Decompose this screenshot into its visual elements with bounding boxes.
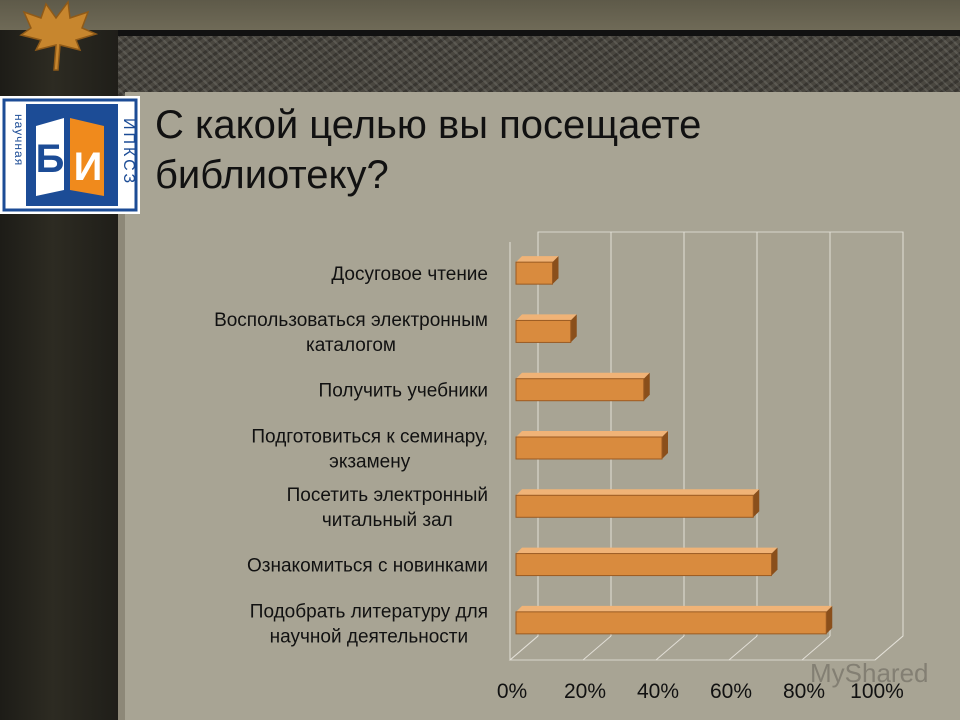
bar-side (753, 489, 760, 518)
x-tick-label: 20% (564, 680, 606, 703)
bar-side (826, 605, 833, 634)
category-label: Досуговое чтение (331, 264, 488, 285)
x-grid-floor (509, 635, 539, 661)
x-tick-label: 80% (783, 680, 825, 703)
x-grid-floor (655, 635, 685, 661)
x-tick-label: 60% (710, 680, 752, 703)
bar-side (552, 256, 559, 285)
top-band (0, 0, 960, 30)
bar (515, 553, 772, 577)
maple-leaf-icon (19, 0, 99, 71)
bar-side (662, 431, 668, 459)
bar-top (516, 489, 760, 496)
category-label: Получить учебники (319, 381, 488, 402)
header-texture-band (118, 30, 960, 98)
logo-vertical-left: научная (12, 114, 26, 166)
logo-vertical-right: ИПКСЗ (120, 118, 137, 186)
category-label: Подготовиться к семинару, экзамену (251, 427, 488, 473)
x-grid-floor (801, 635, 831, 661)
category-label: Подобрать литературу для научной деятельн… (250, 601, 488, 647)
bar-side (771, 547, 778, 576)
bar-top (516, 431, 668, 437)
x-grid-floor (582, 635, 612, 661)
bar (515, 494, 754, 518)
bar (515, 611, 827, 635)
bar-top (516, 547, 778, 554)
x-tick-label: 0% (497, 680, 527, 703)
x-grid-floor (728, 635, 758, 661)
category-label: Ознакомиться с новинками (247, 556, 488, 577)
slide-title: С какой целью вы посещаете библиотеку? (155, 103, 702, 197)
x-tick-label: 40% (637, 680, 679, 703)
bar (515, 261, 553, 285)
logo-letter-left: Б (36, 137, 65, 181)
bar-side (570, 314, 577, 343)
bar (515, 436, 663, 460)
library-logo: Б И научная ИПКСЗ (0, 96, 140, 214)
bar-top (516, 605, 833, 612)
x-tick-label: 100% (850, 680, 904, 703)
bar-side (643, 372, 650, 401)
bar-top (516, 372, 650, 379)
bar-top (516, 314, 577, 321)
watermark: MyShared (810, 658, 929, 688)
category-label: Посетить электронный читальный зал (287, 485, 488, 531)
logo-letter-right: И (74, 145, 103, 189)
bar-top (516, 256, 559, 263)
bar (515, 378, 645, 402)
bar (515, 319, 572, 343)
x-grid-floor (874, 635, 904, 661)
category-label: Воспользоваться электронным каталогом (214, 310, 488, 356)
